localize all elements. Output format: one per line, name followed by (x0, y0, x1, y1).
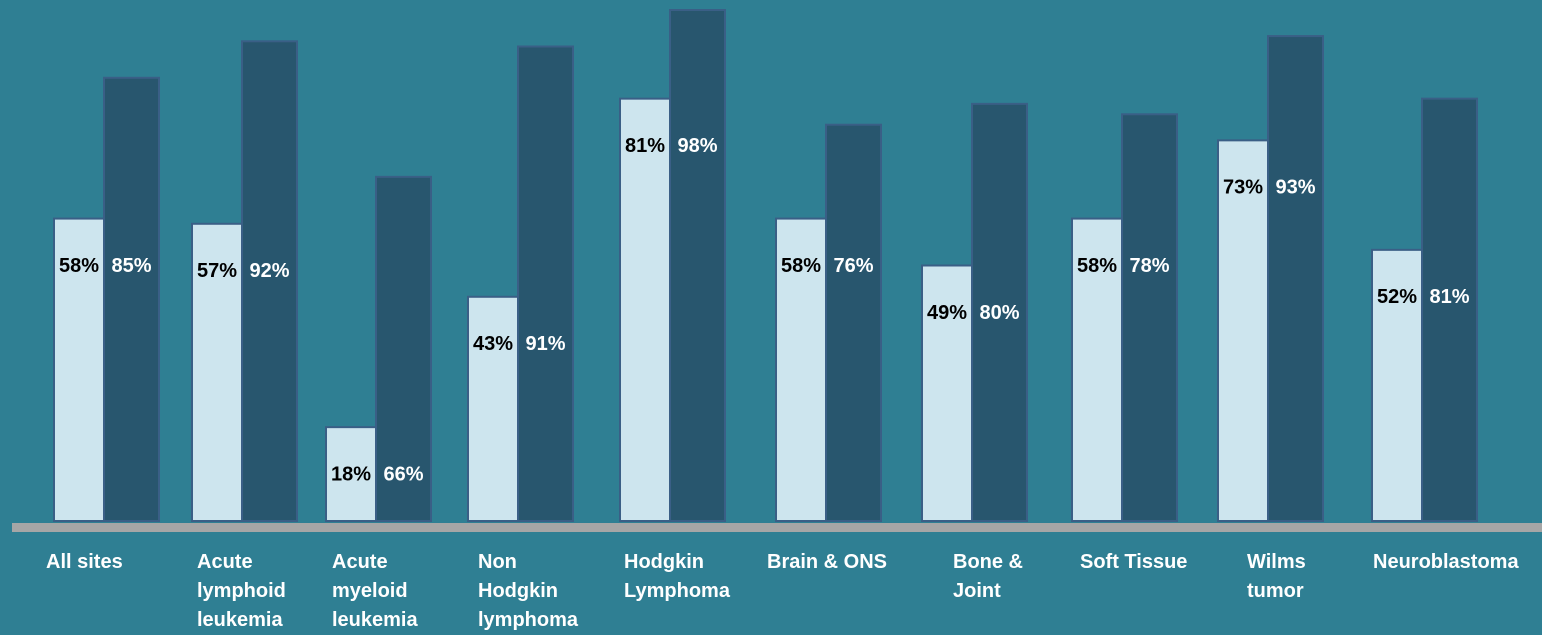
value-label: 98% (677, 135, 717, 157)
x-tick-label: Acute lymphoid leukemia (197, 551, 286, 631)
value-label: 81% (625, 135, 665, 157)
value-label: 58% (1077, 255, 1117, 277)
bar (467, 295, 519, 522)
x-tick-label: Hodgkin Lymphoma (624, 551, 730, 602)
value-label: 73% (1223, 177, 1263, 199)
value-label: 92% (249, 260, 289, 282)
bar (517, 45, 574, 522)
x-tick-label: Acute myeloid leukemia (332, 551, 418, 631)
bar (971, 102, 1028, 522)
value-label: 91% (525, 333, 565, 355)
value-label: 93% (1275, 177, 1315, 199)
value-label: 49% (927, 302, 967, 324)
value-label: 58% (59, 255, 99, 277)
x-tick-label: All sites (46, 551, 123, 573)
bar (191, 222, 243, 523)
bar (619, 97, 671, 523)
value-label: 78% (1129, 255, 1169, 277)
value-label: 52% (1377, 286, 1417, 308)
bar (375, 175, 432, 522)
baseline (12, 523, 1542, 532)
value-label: 43% (473, 333, 513, 355)
value-label: 76% (833, 255, 873, 277)
value-label: 57% (197, 260, 237, 282)
bar (1071, 217, 1123, 522)
value-label: 80% (979, 302, 1019, 324)
bar (1421, 97, 1478, 523)
x-tick-label: Bone & Joint (953, 551, 1023, 602)
value-label: 81% (1429, 286, 1469, 308)
bar (775, 217, 827, 522)
value-label: 18% (331, 463, 371, 485)
x-tick-label: Brain & ONS (767, 551, 888, 573)
x-tick-label: Soft Tissue (1080, 551, 1188, 573)
bar (1217, 139, 1269, 522)
bar (241, 40, 298, 523)
bar (669, 9, 726, 522)
x-tick-label: Non Hodgkin lymphoma (478, 551, 579, 631)
bar (921, 264, 973, 522)
value-label: 58% (781, 255, 821, 277)
x-tick-label: Wilms tumor (1247, 551, 1306, 602)
bar (1121, 113, 1178, 523)
bar (53, 217, 105, 522)
bar (103, 76, 160, 523)
bar (1267, 35, 1324, 522)
bar (825, 123, 882, 522)
value-label: 66% (383, 463, 423, 485)
x-tick-label: Neuroblastoma (1373, 551, 1519, 573)
value-label: 85% (111, 255, 151, 277)
